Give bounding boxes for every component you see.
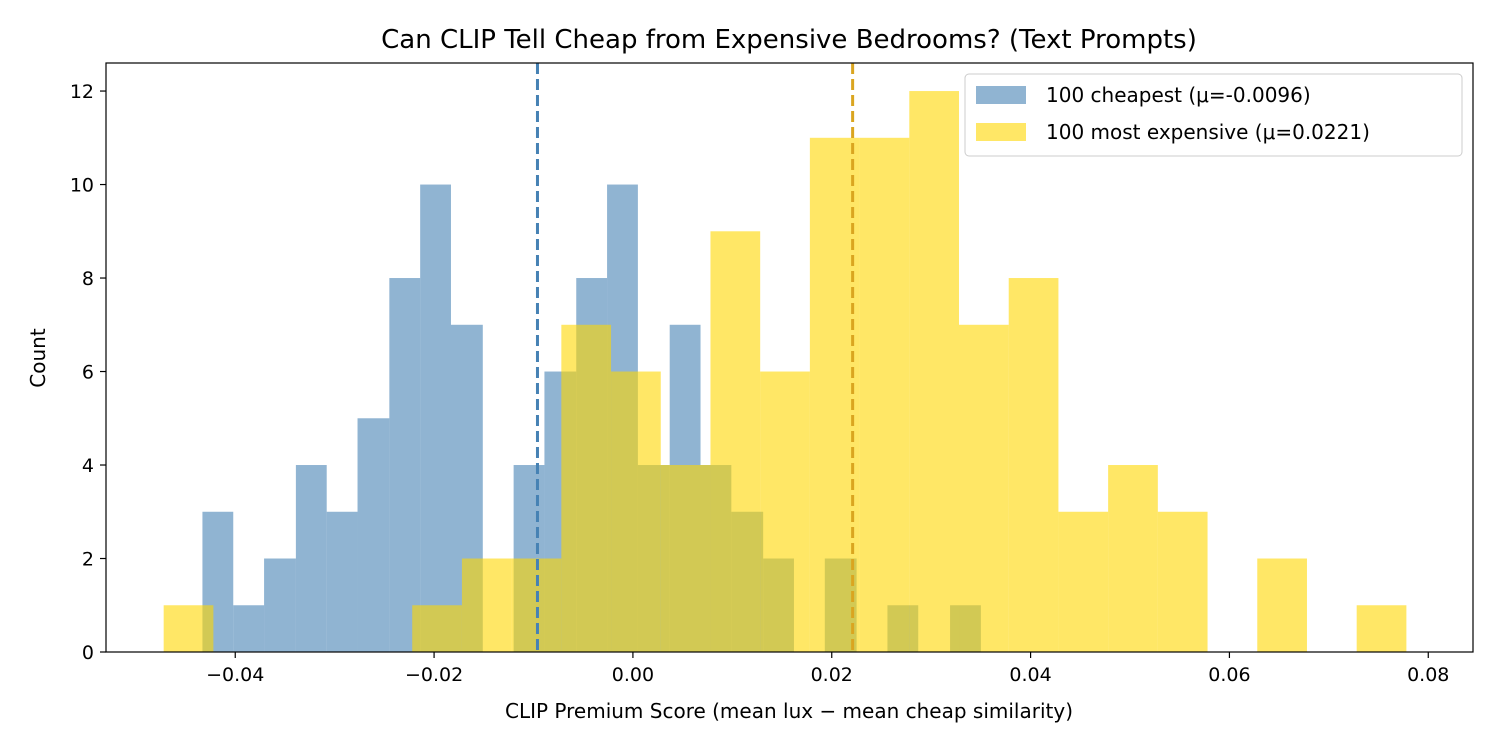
histogram-bar [163,605,214,652]
histogram-bar [461,558,512,652]
x-axis-label: CLIP Premium Score (mean lux − mean chea… [505,699,1073,723]
y-tick-label: 10 [70,175,94,197]
x-tick-label: −0.02 [405,664,463,686]
x-tick-label: 0.06 [1208,664,1250,686]
chart-title: Can CLIP Tell Cheap from Expensive Bedro… [381,25,1197,55]
histogram-bar [389,278,421,652]
legend-label: 100 cheapest (μ=-0.0096) [1046,83,1311,107]
histogram-bar [233,605,265,652]
y-tick-label: 2 [82,549,94,571]
histogram-bar [561,324,612,652]
histogram-bar [420,184,451,653]
histogram-bar [959,324,1009,652]
x-tick-label: 0.02 [811,664,853,686]
legend-label: 100 most expensive (μ=0.0221) [1046,120,1370,144]
histogram-bar [357,418,390,652]
x-tick-label: −0.04 [206,664,264,686]
legend-swatch [976,123,1026,141]
y-tick-label: 0 [82,642,94,664]
y-axis: 0 2 4 6 8 10 12 [70,81,106,664]
histogram-bar [660,465,711,652]
histogram-bar [611,371,661,652]
histogram-bar [412,605,462,652]
y-axis-label: Count [26,328,50,388]
legend: 100 cheapest (μ=-0.0096) 100 most expensi… [964,73,1463,157]
mean-lines-layer [535,63,855,652]
y-tick-label: 4 [82,455,94,477]
histogram-bar [1157,511,1208,652]
x-tick-label: 0.00 [612,664,654,686]
histogram-bar [326,511,358,652]
plot-frame [105,62,1474,653]
histogram-bar [295,465,327,652]
legend-swatch [976,86,1026,104]
histogram-bar [1008,278,1059,652]
x-tick-label: 0.04 [1009,664,1051,686]
histogram-bar [511,558,562,652]
x-axis: −0.04 −0.02 0.00 0.02 0.04 0.06 0.08 [206,652,1449,686]
histogram-bar [760,371,810,652]
histogram-bar [1108,465,1158,652]
histogram-bar [264,558,296,652]
bars-layer [163,91,1407,653]
histogram-bar [1058,511,1109,652]
y-tick-label: 6 [82,362,94,384]
histogram-bar [710,231,761,653]
y-tick-label: 12 [70,81,94,103]
series-1-bars [163,91,1407,653]
y-tick-label: 8 [82,268,94,290]
histogram-bar [909,91,960,653]
histogram-bar [1356,605,1407,652]
legend-box [964,73,1463,157]
histogram-bar [859,137,910,653]
x-tick-label: 0.08 [1407,664,1449,686]
histogram-bar [1257,558,1307,652]
